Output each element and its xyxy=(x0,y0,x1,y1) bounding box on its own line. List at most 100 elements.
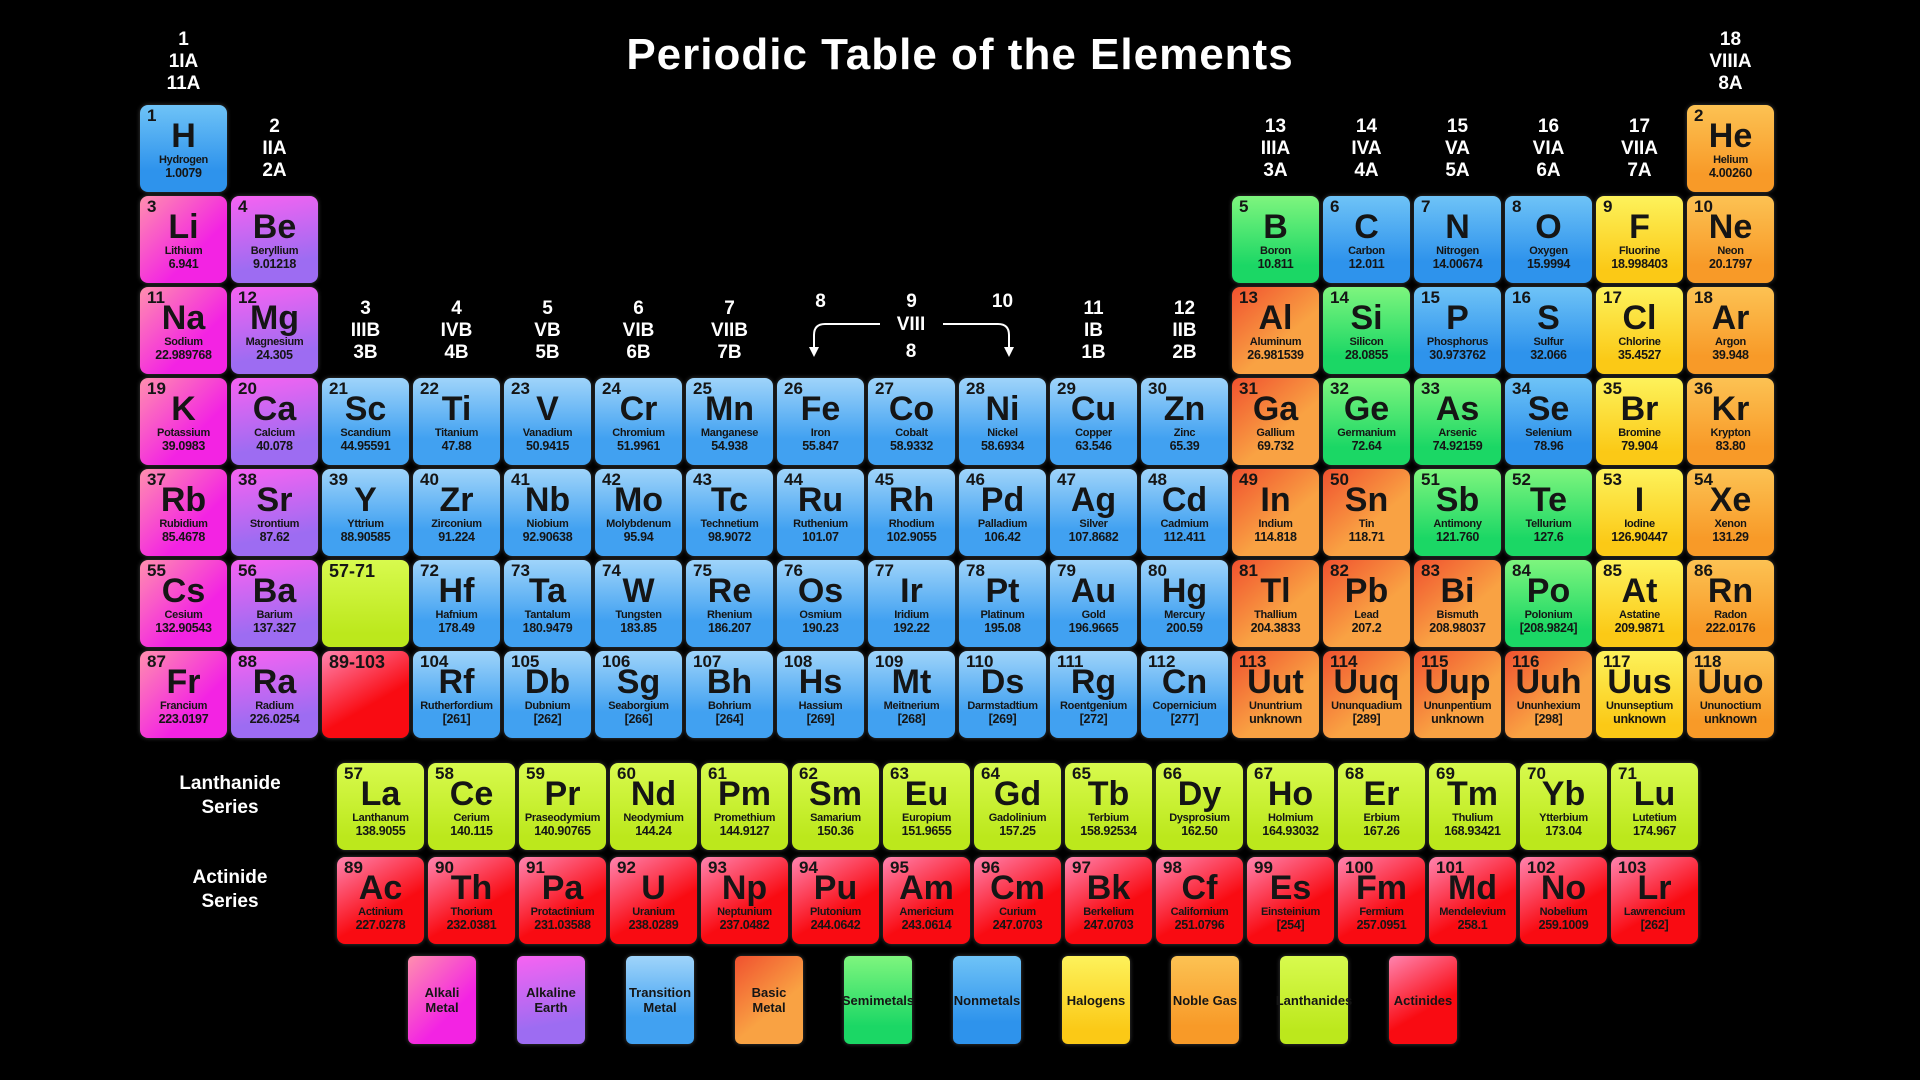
atomic-mass: 91.224 xyxy=(438,530,475,544)
element-symbol: Hs xyxy=(798,663,843,701)
element-symbol: Dy xyxy=(1177,775,1222,813)
element-name: Aluminum xyxy=(1249,336,1302,348)
element-name: Cerium xyxy=(453,812,490,824)
element-symbol: I xyxy=(1634,481,1645,519)
element-tile: 88 Ra Radium 226.0254 xyxy=(231,651,318,738)
element-symbol: Re xyxy=(707,572,752,610)
element-symbol: Uuo xyxy=(1697,663,1764,701)
element-tile: 38 Sr Strontium 87.62 xyxy=(231,469,318,556)
atomic-mass: 20.1797 xyxy=(1708,257,1753,271)
group-number: 10 xyxy=(991,291,1014,312)
atomic-number: 82 xyxy=(1330,561,1349,580)
element-tile: 89-103 xyxy=(322,651,409,738)
element-name: Osmium xyxy=(799,609,842,621)
element-name: Iodine xyxy=(1624,518,1655,530)
element-name: Curium xyxy=(999,906,1036,918)
atomic-number: 113 xyxy=(1239,652,1267,671)
group-header: 6 VIB 6B xyxy=(622,297,655,363)
atomic-mass: unknown xyxy=(1249,712,1302,726)
element-name: Mendelevium xyxy=(1439,906,1506,918)
element-tile: 115 Uup Ununpentium unknown xyxy=(1414,651,1501,738)
element-symbol: Bh xyxy=(706,663,753,701)
element-tile: 5 B Boron 10.811 xyxy=(1232,196,1319,283)
atomic-number: 28 xyxy=(966,379,985,398)
atomic-mass: 40.078 xyxy=(256,439,293,453)
element-name: Copernicium xyxy=(1152,700,1217,712)
element-name: Fluorine xyxy=(1619,245,1660,257)
group-header: 4 IVB 4B xyxy=(440,297,473,363)
element-symbol: Es xyxy=(1269,869,1312,907)
element-symbol: Bi xyxy=(1440,572,1475,610)
element-tile: 21 Sc Scandium 44.95591 xyxy=(322,378,409,465)
atomic-number: 23 xyxy=(511,379,530,398)
element-symbol: Br xyxy=(1620,390,1659,428)
atomic-number: 81 xyxy=(1239,561,1258,580)
atomic-number: 24 xyxy=(602,379,621,398)
atomic-mass: [268] xyxy=(897,712,926,726)
element-tile: 29 Cu Copper 63.546 xyxy=(1050,378,1137,465)
atomic-mass: 244.0642 xyxy=(810,918,861,932)
element-tile: 39 Y Yttrium 88.90585 xyxy=(322,469,409,556)
element-name: Gadolinium xyxy=(988,812,1047,824)
element-name: Copper xyxy=(1075,427,1112,439)
element-name: Calcium xyxy=(254,427,295,439)
atomic-number: 96 xyxy=(981,858,1000,877)
atomic-number: 68 xyxy=(1345,764,1364,783)
legend-label: Basic Metal xyxy=(751,985,787,1015)
element-tile: 26 Fe Iron 55.847 xyxy=(777,378,864,465)
atomic-number: 37 xyxy=(147,470,166,489)
element-name: Roentgenium xyxy=(1060,700,1127,712)
atomic-mass: 50.9415 xyxy=(525,439,570,453)
element-name: Ununquadium xyxy=(1331,700,1402,712)
element-symbol: At xyxy=(1621,572,1658,610)
element-tile: 23 V Vanadium 50.9415 xyxy=(504,378,591,465)
element-name: Zirconium xyxy=(431,518,482,530)
group-header: 15 VA 5A xyxy=(1445,115,1470,181)
element-tile: 114 Uuq Ununquadium [289] xyxy=(1323,651,1410,738)
element-name: Fermium xyxy=(1359,906,1404,918)
element-tile: 30 Zn Zinc 65.39 xyxy=(1141,378,1228,465)
element-tile: 9 F Fluorine 18.998403 xyxy=(1596,196,1683,283)
element-symbol: Ti xyxy=(441,390,472,428)
atomic-mass: 9.01218 xyxy=(252,257,297,271)
atomic-number: 18 xyxy=(1694,288,1713,307)
element-symbol: Kr xyxy=(1711,390,1750,428)
element-symbol: Pd xyxy=(980,481,1025,519)
atomic-mass: 121.760 xyxy=(1435,530,1480,544)
element-name: Americium xyxy=(899,906,954,918)
element-tile: 45 Rh Rhodium 102.9055 xyxy=(868,469,955,556)
element-symbol: Se xyxy=(1527,390,1570,428)
atomic-number: 118 xyxy=(1694,652,1722,671)
atomic-number: 32 xyxy=(1330,379,1349,398)
element-symbol: Sn xyxy=(1344,481,1389,519)
atomic-mass: 247.0703 xyxy=(1083,918,1134,932)
atomic-mass: 251.0796 xyxy=(1174,918,1225,932)
atomic-number: 59 xyxy=(526,764,545,783)
atomic-mass: 30.973762 xyxy=(1429,348,1486,362)
atomic-mass: [262] xyxy=(533,712,562,726)
element-symbol: Cm xyxy=(990,869,1045,907)
element-name: Neptunium xyxy=(717,906,772,918)
atomic-mass: 174.967 xyxy=(1632,824,1677,838)
atomic-number: 20 xyxy=(238,379,257,398)
element-name: Darmstadtium xyxy=(967,700,1038,712)
atomic-mass: 137.327 xyxy=(252,621,297,635)
atomic-number: 17 xyxy=(1603,288,1622,307)
element-name: Francium xyxy=(159,700,208,712)
element-name: Ruthenium xyxy=(793,518,848,530)
element-name: Iridium xyxy=(894,609,929,621)
atomic-number: 102 xyxy=(1527,858,1556,877)
element-symbol: H xyxy=(171,117,196,155)
element-tile: 97 Bk Berkelium 247.0703 xyxy=(1065,857,1152,944)
atomic-mass: 183.85 xyxy=(620,621,657,635)
atomic-mass: 26.981539 xyxy=(1247,348,1304,362)
legend-item-transition: Transition Metal xyxy=(626,956,694,1044)
element-symbol: Sg xyxy=(616,663,661,701)
atomic-number: 33 xyxy=(1421,379,1440,398)
element-tile: 22 Ti Titanium 47.88 xyxy=(413,378,500,465)
element-name: Tantalum xyxy=(524,609,571,621)
element-symbol: Sc xyxy=(344,390,387,428)
atomic-mass: 118.71 xyxy=(1348,530,1385,544)
atomic-mass: [298] xyxy=(1534,712,1563,726)
group-8-10-header: 8 9 10 VIII 8 xyxy=(775,285,1048,376)
